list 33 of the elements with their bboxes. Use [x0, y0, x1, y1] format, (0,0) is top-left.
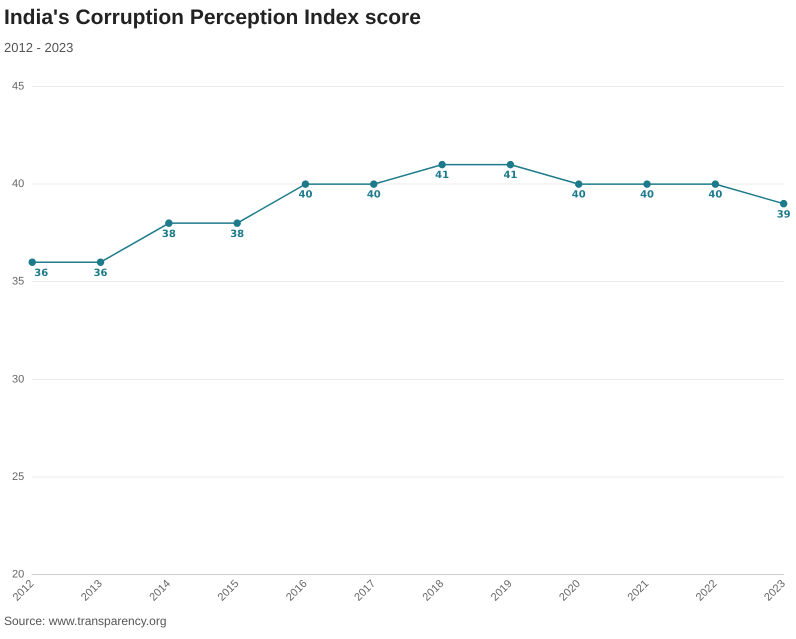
point	[780, 200, 788, 208]
y-tick-label: 35	[12, 276, 24, 288]
point	[233, 219, 241, 227]
point	[438, 160, 446, 168]
data-label: 36	[94, 268, 108, 279]
data-label: 36	[34, 268, 48, 279]
data-label: 40	[298, 190, 312, 201]
point	[712, 180, 720, 188]
data-label: 41	[503, 170, 518, 182]
data-label: 38	[162, 228, 176, 240]
data-label: 39	[776, 209, 791, 220]
point	[28, 258, 36, 266]
point	[96, 258, 104, 266]
data-label: 38	[230, 228, 244, 240]
point	[574, 180, 582, 188]
y-tick-label: 30	[12, 373, 24, 386]
chart-subtitle: 2012 - 2023	[4, 40, 74, 55]
source-note: Source: www.transparency.org	[4, 614, 167, 628]
y-tick-label: 40	[12, 178, 24, 190]
point	[506, 160, 514, 168]
chart-title: India's Corruption Perception Index score	[4, 6, 421, 30]
data-label: 40	[366, 190, 381, 201]
data-label: 41	[435, 170, 450, 182]
y-tick-label: 25	[12, 470, 24, 483]
y-tick-label: 20	[12, 568, 24, 580]
data-label: 40	[708, 190, 722, 201]
data-label: 40	[640, 190, 654, 201]
point	[370, 180, 378, 188]
data-label: 40	[572, 190, 586, 201]
point	[643, 180, 651, 188]
point	[165, 219, 173, 227]
y-tick-label: 45	[12, 80, 24, 93]
point	[302, 180, 310, 188]
